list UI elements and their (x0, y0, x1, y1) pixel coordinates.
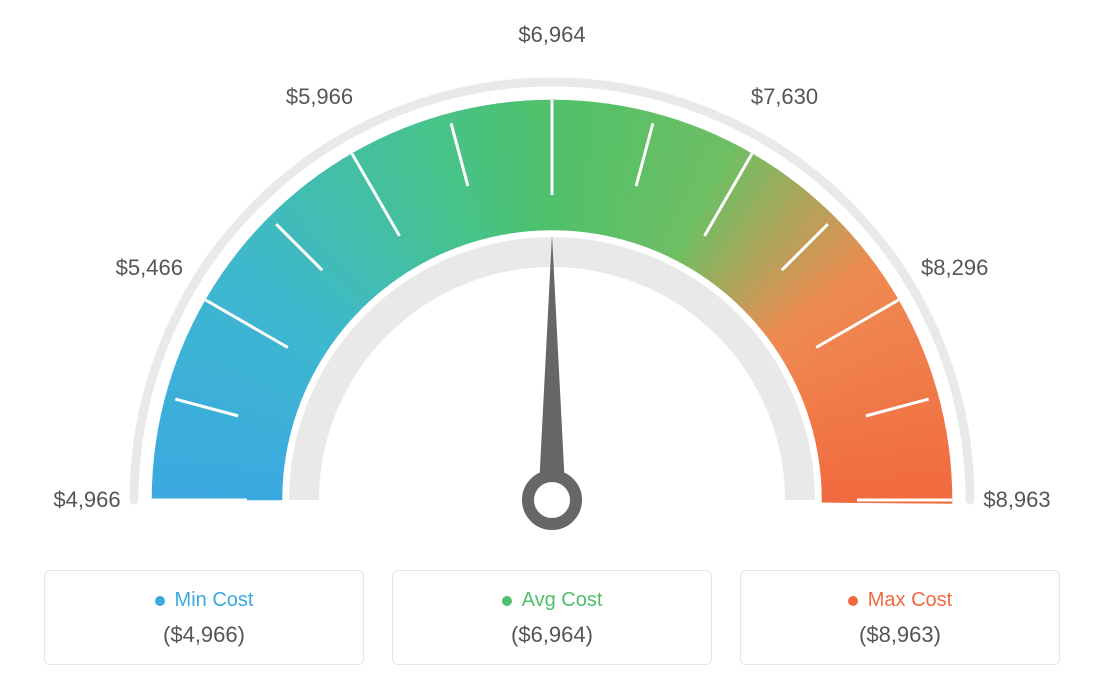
legend-label: Max Cost (868, 589, 952, 612)
legend-value-avg: ($6,964) (403, 622, 701, 648)
gauge-tick-label: $5,966 (286, 84, 353, 110)
dot-icon (848, 596, 858, 606)
legend-value-max: ($8,963) (751, 622, 1049, 648)
gauge-tick-label: $5,466 (116, 255, 183, 281)
gauge-chart: $4,966 $5,466 $5,966 $6,964 $7,630 $8,296 $8,9… (20, 20, 1084, 550)
gauge-svg (20, 20, 1084, 550)
gauge-tick-label: $8,296 (921, 255, 988, 281)
legend-card-min: Min Cost ($4,966) (44, 570, 364, 665)
legend-title-avg: Avg Cost (502, 589, 603, 612)
legend-title-max: Max Cost (848, 589, 952, 612)
legend-title-min: Min Cost (155, 589, 254, 612)
gauge-tick-label: $4,966 (53, 487, 120, 513)
legend-label: Min Cost (175, 589, 254, 612)
legend-card-max: Max Cost ($8,963) (740, 570, 1060, 665)
legend-value-min: ($4,966) (55, 622, 353, 648)
gauge-tick-label: $7,630 (751, 84, 818, 110)
dot-icon (155, 596, 165, 606)
gauge-tick-label: $8,963 (983, 487, 1050, 513)
legend-label: Avg Cost (522, 589, 603, 612)
legend-card-avg: Avg Cost ($6,964) (392, 570, 712, 665)
legend-row: Min Cost ($4,966) Avg Cost ($6,964) Max … (20, 570, 1084, 665)
dot-icon (502, 596, 512, 606)
gauge-tick-label: $6,964 (518, 22, 585, 48)
